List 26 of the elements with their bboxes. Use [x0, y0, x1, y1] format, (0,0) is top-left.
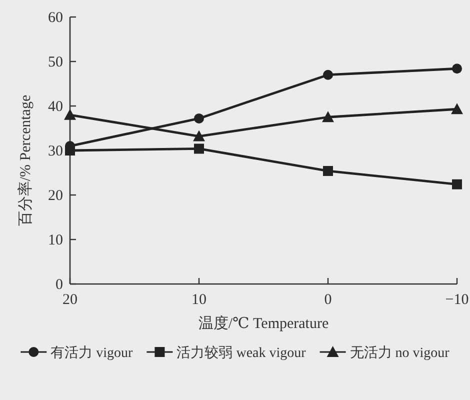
x-tick-label: 0	[324, 292, 332, 308]
legend-label: 活力较弱 weak vigour	[176, 345, 306, 361]
x-tick-label: 20	[62, 292, 78, 308]
point	[451, 103, 463, 114]
point	[322, 111, 334, 122]
point	[194, 113, 204, 124]
y-tick-label: 0	[56, 277, 63, 293]
y-axis-title: 百分率/% Percentage	[17, 94, 34, 226]
x-axis-title: 温度/℃ Temperature	[198, 315, 329, 332]
point	[64, 108, 76, 120]
y-tick-label: 10	[48, 232, 63, 248]
point	[193, 130, 205, 142]
y-tick-label: 40	[48, 99, 63, 115]
legend-label: 无活力 no vigour	[350, 345, 450, 361]
x-tick-label: −10	[445, 292, 469, 308]
point	[323, 70, 333, 80]
y-tick-label: 30	[48, 144, 63, 160]
point	[194, 144, 204, 154]
legend-label: 有活力 vigour	[50, 345, 134, 361]
point	[452, 64, 462, 74]
y-tick-label: 20	[48, 188, 63, 204]
point	[323, 166, 333, 176]
y-tick-label: 60	[48, 10, 63, 26]
point	[452, 179, 462, 190]
y-tick-label: 50	[48, 54, 63, 70]
x-tick-label: 10	[192, 292, 206, 308]
